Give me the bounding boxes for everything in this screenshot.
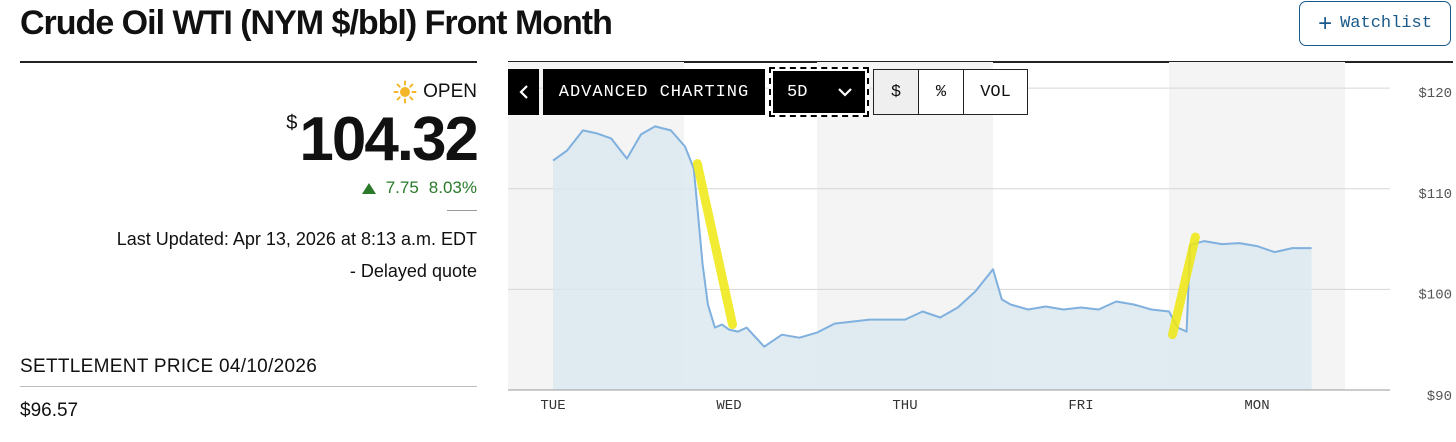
chart-top-divider bbox=[508, 61, 1453, 63]
settlement-value: $96.57 bbox=[20, 400, 79, 421]
market-state: OPEN bbox=[393, 80, 477, 104]
plus-icon: + bbox=[1318, 9, 1333, 37]
sun-icon bbox=[393, 80, 417, 104]
change-value: 7.75 bbox=[385, 178, 419, 197]
market-state-label: OPEN bbox=[423, 81, 477, 102]
x-tick-tue: TUE bbox=[540, 398, 565, 414]
settlement-divider bbox=[20, 386, 477, 387]
last-updated: Last Updated: Apr 13, 2026 at 8:13 a.m. … bbox=[116, 229, 477, 249]
back-button[interactable] bbox=[508, 69, 539, 115]
header-divider bbox=[20, 61, 477, 63]
y-tick-110: $110 bbox=[1418, 187, 1452, 203]
y-tick-120: $120 bbox=[1418, 86, 1452, 102]
currency-symbol: $ bbox=[286, 112, 298, 134]
series-line bbox=[552, 125, 1312, 348]
range-label: 5D bbox=[787, 82, 808, 102]
y-tick-100: $100 bbox=[1418, 287, 1452, 303]
highlight-annotation-2 bbox=[1168, 232, 1200, 340]
chevron-down-icon bbox=[838, 88, 852, 97]
dollar-mode-button[interactable]: $ bbox=[874, 70, 918, 114]
page-title: Crude Oil WTI (NYM $/bbl) Front Month bbox=[20, 4, 613, 42]
price-value: 104.32 bbox=[299, 105, 479, 174]
triangle-up-icon bbox=[361, 182, 376, 194]
watchlist-button[interactable]: + Watchlist bbox=[1299, 1, 1451, 46]
range-select[interactable]: 5D bbox=[769, 67, 869, 117]
y-tick-90: $90 bbox=[1427, 389, 1452, 405]
x-tick-fri: FRI bbox=[1068, 398, 1093, 414]
change-divider bbox=[447, 210, 477, 211]
volume-mode-button[interactable]: VOL bbox=[963, 70, 1027, 114]
change-percent: 8.03% bbox=[428, 178, 477, 197]
chevron-left-icon bbox=[518, 85, 528, 99]
display-mode-group: $ % VOL bbox=[873, 69, 1028, 115]
delayed-quote-note: - Delayed quote bbox=[349, 261, 477, 281]
price-chart[interactable]: TUE WED THU FRI MON $120 $110 $100 $90 bbox=[508, 62, 1453, 442]
x-tick-mon: MON bbox=[1244, 398, 1269, 414]
price-change: 7.75 8.03% bbox=[361, 178, 477, 198]
x-tick-thu: THU bbox=[892, 398, 917, 414]
current-price: $ 104.32 bbox=[286, 105, 479, 174]
advanced-charting-button[interactable]: ADVANCED CHARTING bbox=[543, 69, 765, 115]
x-tick-wed: WED bbox=[716, 398, 741, 414]
highlight-annotation-1 bbox=[692, 159, 738, 330]
settlement-label: SETTLEMENT PRICE 04/10/2026 bbox=[20, 356, 318, 377]
series-area bbox=[553, 126, 1312, 391]
watchlist-label: Watchlist bbox=[1340, 14, 1432, 33]
percent-mode-button[interactable]: % bbox=[918, 70, 963, 114]
chart-toolbar: ADVANCED CHARTING 5D $ % VOL bbox=[508, 67, 1028, 117]
